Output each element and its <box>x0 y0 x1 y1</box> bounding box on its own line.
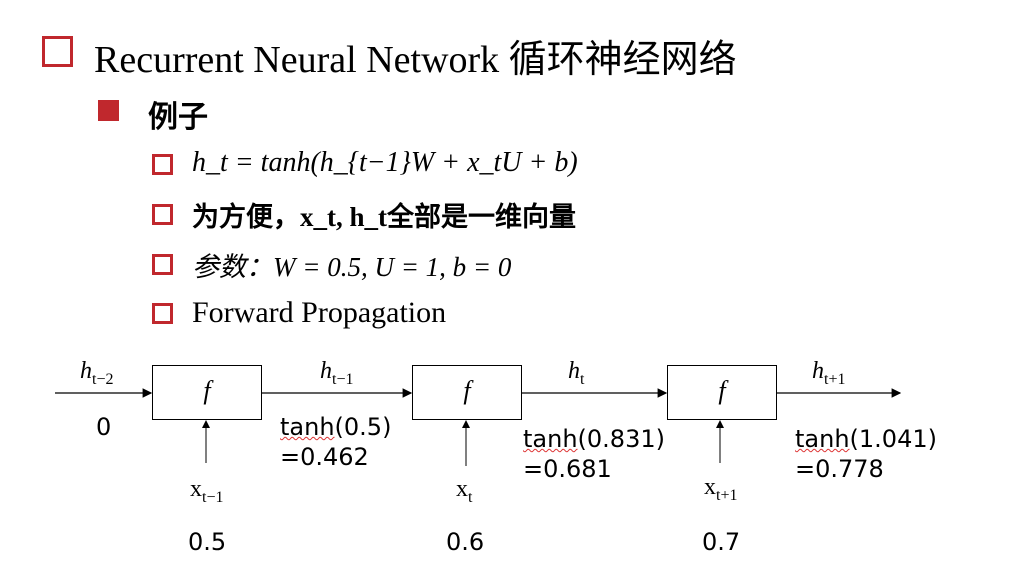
bullet-text: 为方便，x_t, h_t全部是一维向量 <box>192 202 576 232</box>
x-label: xt <box>456 476 473 506</box>
x-label: xt+1 <box>704 474 738 504</box>
h-label: ht <box>568 358 585 388</box>
title-bullet-icon <box>42 36 73 67</box>
page-title: Recurrent Neural Network 循环神经网络 <box>94 39 737 81</box>
h0-value: 0 <box>96 413 112 441</box>
h-label: ht−1 <box>320 358 354 388</box>
bullet-equation: h_t = tanh(h_{t−1}W + x_tU + b) <box>192 147 578 178</box>
rnn-cell: f <box>667 365 777 420</box>
output-3: tanh(1.041) =0.778 <box>795 425 937 483</box>
h-label: ht+1 <box>812 358 846 388</box>
x-value: 0.5 <box>188 528 227 556</box>
bullet-icon <box>152 303 173 324</box>
bullet-params: 参数：W = 0.5, U = 1, b = 0 <box>192 252 512 282</box>
section-heading: 例子 <box>148 101 208 134</box>
x-label: xt−1 <box>190 476 224 506</box>
x-value: 0.6 <box>446 528 485 556</box>
rnn-cell: f <box>412 365 522 420</box>
bullet-icon <box>152 154 173 175</box>
bullet-icon <box>152 204 173 225</box>
rnn-cell: f <box>152 365 262 420</box>
bullet-icon <box>152 254 173 275</box>
output-1: tanh(0.5) =0.462 <box>280 413 392 471</box>
section-bullet-icon <box>98 100 119 121</box>
x-value: 0.7 <box>702 528 741 556</box>
bullet-forward: Forward Propagation <box>192 296 447 329</box>
h-label: ht−2 <box>80 358 114 388</box>
output-2: tanh(0.831) =0.681 <box>523 425 665 483</box>
